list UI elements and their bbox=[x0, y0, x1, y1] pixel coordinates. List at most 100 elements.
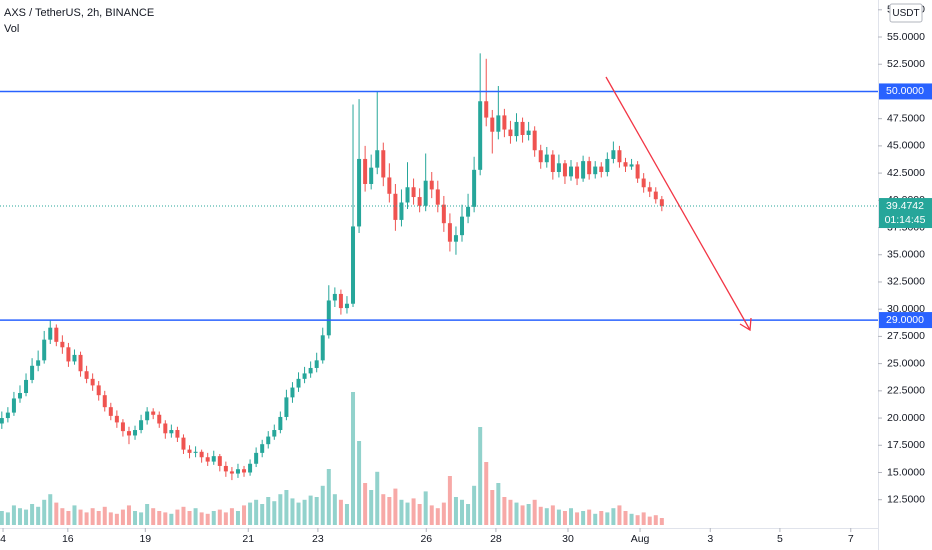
candle-body bbox=[508, 129, 513, 137]
volume-bar bbox=[520, 505, 525, 525]
volume-bar bbox=[405, 502, 410, 525]
volume-bar bbox=[211, 511, 216, 525]
volume-bar bbox=[357, 441, 362, 525]
volume-bar bbox=[623, 511, 628, 525]
volume-bar bbox=[550, 505, 555, 525]
volume-bar bbox=[24, 509, 29, 525]
candle-body bbox=[266, 436, 271, 445]
y-tick-label: 55.0000 bbox=[887, 31, 925, 43]
volume-bar bbox=[151, 508, 156, 525]
volume-layer bbox=[0, 392, 664, 525]
level-tag-label: 50.0000 bbox=[886, 85, 924, 97]
candle-body bbox=[78, 354, 83, 372]
candle-body bbox=[181, 437, 186, 450]
countdown: 01:14:45 bbox=[885, 214, 926, 226]
x-tick-label: 5 bbox=[777, 533, 783, 545]
x-tick-label: 3 bbox=[707, 533, 713, 545]
currency-box[interactable] bbox=[889, 3, 923, 23]
candle-body bbox=[460, 216, 465, 236]
candle-body bbox=[24, 379, 29, 394]
candle-body bbox=[5, 412, 10, 419]
volume-bar bbox=[526, 504, 531, 525]
volume-bar bbox=[48, 494, 53, 525]
volume-bar bbox=[126, 505, 131, 525]
volume-bar bbox=[169, 513, 174, 525]
candle-body bbox=[175, 430, 180, 438]
candle-body bbox=[145, 411, 150, 421]
volume-bar bbox=[581, 511, 586, 525]
volume-bar bbox=[659, 518, 664, 525]
x-tick-label: 21 bbox=[242, 533, 254, 545]
volume-bar bbox=[217, 509, 222, 525]
candle-body bbox=[42, 339, 47, 361]
candle-body bbox=[532, 130, 537, 151]
volume-bar bbox=[514, 502, 519, 525]
volume-bar bbox=[332, 494, 337, 525]
candle-body bbox=[308, 367, 313, 374]
candle-body bbox=[84, 371, 89, 379]
candle-body bbox=[653, 191, 658, 200]
volume-bar bbox=[42, 499, 47, 525]
candle-body bbox=[260, 444, 265, 453]
volume-bar bbox=[5, 512, 10, 525]
candle-body bbox=[520, 121, 525, 135]
candle-body bbox=[369, 167, 374, 184]
volume-bar bbox=[599, 511, 604, 525]
volume-bar bbox=[393, 488, 398, 525]
volume-bar bbox=[326, 469, 331, 525]
level-tag-label: 29.0000 bbox=[886, 314, 924, 326]
volume-bar bbox=[496, 483, 501, 525]
volume-bar bbox=[441, 502, 446, 525]
volume-bar bbox=[562, 511, 567, 525]
volume-bar bbox=[278, 494, 283, 525]
x-tick-label: 19 bbox=[139, 533, 151, 545]
candle-body bbox=[223, 465, 228, 472]
volume-bar bbox=[435, 508, 440, 525]
candle-body bbox=[48, 327, 53, 340]
volume-bar bbox=[653, 515, 658, 525]
candle-body bbox=[635, 164, 640, 179]
x-tick-label: 23 bbox=[312, 533, 324, 545]
volume-bar bbox=[145, 504, 150, 525]
x-tick-label: 4 bbox=[0, 533, 6, 545]
candle-body bbox=[363, 158, 368, 184]
volume-bar bbox=[248, 502, 253, 525]
candle-body bbox=[544, 154, 549, 163]
volume-bar bbox=[423, 491, 428, 525]
volume-bar bbox=[108, 512, 113, 525]
volume-bar bbox=[254, 499, 259, 525]
candle-body bbox=[344, 303, 349, 309]
volume-bar bbox=[466, 504, 471, 525]
volume-bar bbox=[187, 511, 192, 525]
volume-bar bbox=[60, 508, 65, 525]
volume-bar bbox=[102, 506, 107, 525]
volume-bar bbox=[490, 490, 495, 525]
candle-body bbox=[623, 162, 628, 167]
volume-bar bbox=[120, 509, 125, 525]
candle-body bbox=[423, 180, 428, 206]
candle-body bbox=[66, 347, 71, 362]
volume-bar bbox=[629, 513, 634, 525]
candle-body bbox=[575, 166, 580, 179]
candle-body bbox=[332, 293, 337, 301]
candle-body bbox=[617, 150, 622, 163]
candle-body bbox=[157, 414, 162, 424]
candle-body bbox=[659, 199, 664, 207]
volume-bar bbox=[447, 476, 452, 525]
volume-bar bbox=[96, 511, 101, 525]
volume-bar bbox=[556, 509, 561, 525]
volume-bar bbox=[72, 505, 77, 525]
currency[interactable]: USDT bbox=[892, 8, 919, 19]
candle-body bbox=[11, 398, 16, 413]
candle-body bbox=[387, 177, 392, 194]
candle-body bbox=[484, 101, 489, 118]
volume-bar bbox=[387, 497, 392, 525]
volume-bar bbox=[320, 485, 325, 525]
candle-body bbox=[296, 378, 301, 388]
x-tick-label: 16 bbox=[62, 533, 74, 545]
candle-body bbox=[30, 365, 35, 380]
x-tick-label: 26 bbox=[420, 533, 432, 545]
volume-bar bbox=[66, 511, 71, 525]
candle-body bbox=[302, 373, 307, 379]
